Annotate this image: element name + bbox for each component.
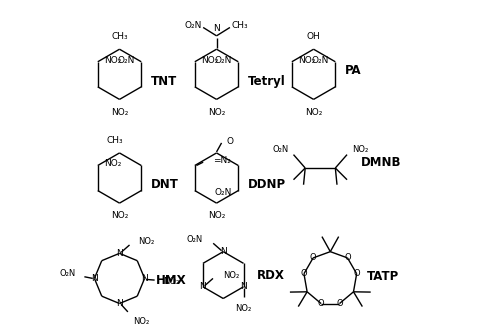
- Text: O₂N: O₂N: [214, 188, 232, 197]
- Text: NO₂: NO₂: [352, 145, 368, 154]
- Text: CH₃: CH₃: [232, 20, 248, 30]
- Text: O₂N: O₂N: [187, 236, 203, 245]
- Text: TATP: TATP: [367, 270, 400, 283]
- Text: NO₂: NO₂: [208, 108, 225, 117]
- Text: CH₃: CH₃: [111, 32, 128, 41]
- Text: O: O: [336, 299, 343, 308]
- Text: O₂N: O₂N: [272, 145, 288, 154]
- Text: NO₂: NO₂: [208, 211, 225, 220]
- Text: PA: PA: [346, 65, 362, 78]
- Text: OH: OH: [306, 32, 320, 41]
- Text: NO₂: NO₂: [223, 270, 240, 280]
- Text: NO₂: NO₂: [104, 159, 122, 168]
- Text: O: O: [344, 253, 351, 262]
- Text: NO₂: NO₂: [236, 303, 252, 312]
- Text: TNT: TNT: [152, 75, 178, 87]
- Text: NO₂: NO₂: [298, 55, 316, 65]
- Text: NO₂: NO₂: [163, 277, 180, 286]
- Text: NO₂: NO₂: [202, 55, 219, 65]
- Text: DDNP: DDNP: [248, 178, 286, 191]
- Text: Tetryl: Tetryl: [248, 75, 286, 87]
- Text: CH₃: CH₃: [106, 136, 123, 144]
- Text: O₂N: O₂N: [117, 55, 134, 65]
- Text: NO₂: NO₂: [133, 317, 149, 326]
- Text: O: O: [300, 269, 308, 278]
- Text: NO₂: NO₂: [111, 211, 128, 220]
- Text: =N₂: =N₂: [213, 156, 231, 165]
- Text: O₂N: O₂N: [311, 55, 328, 65]
- Text: O: O: [226, 137, 234, 146]
- Text: NO₂: NO₂: [305, 108, 322, 117]
- Text: O: O: [318, 299, 324, 308]
- Text: DNT: DNT: [152, 178, 179, 191]
- Text: N: N: [213, 24, 220, 33]
- Text: N: N: [141, 274, 148, 283]
- Text: HMX: HMX: [156, 274, 187, 287]
- Text: O₂N: O₂N: [214, 55, 232, 65]
- Text: NO₂: NO₂: [104, 55, 122, 65]
- Text: N: N: [116, 249, 123, 258]
- Text: O: O: [310, 253, 316, 262]
- Text: N: N: [116, 299, 123, 308]
- Text: N: N: [200, 282, 206, 291]
- Text: N: N: [91, 274, 98, 283]
- Text: N: N: [220, 247, 226, 256]
- Text: DMNB: DMNB: [360, 157, 401, 169]
- Text: O₂N: O₂N: [184, 20, 202, 30]
- Text: O: O: [354, 269, 360, 278]
- Text: N: N: [240, 282, 247, 291]
- Text: NO₂: NO₂: [138, 237, 154, 246]
- Text: NO₂: NO₂: [111, 108, 128, 117]
- Text: O₂N: O₂N: [60, 269, 76, 278]
- Text: RDX: RDX: [256, 268, 284, 282]
